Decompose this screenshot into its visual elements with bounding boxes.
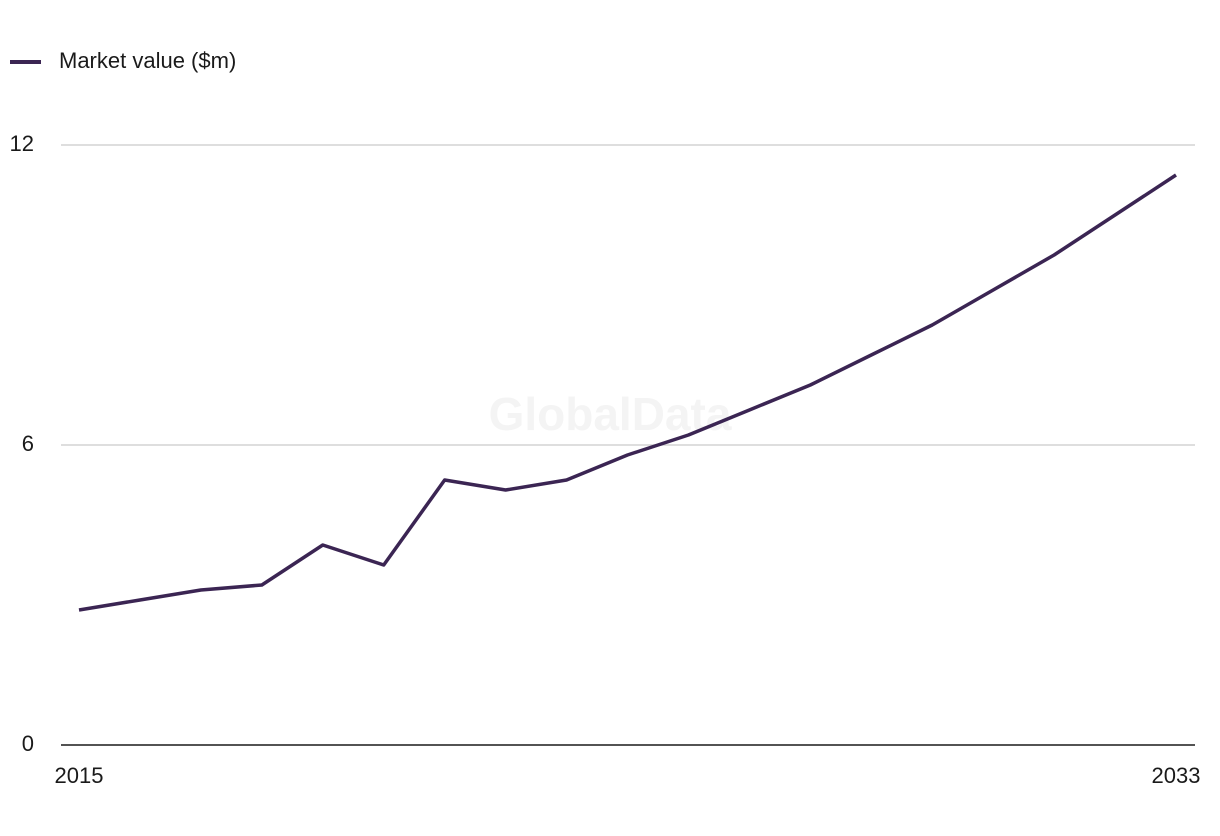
x-tick-label: 2033	[1152, 763, 1201, 788]
y-tick-label: 0	[22, 731, 34, 756]
legend-label: Market value ($m)	[59, 48, 236, 73]
y-tick-label: 6	[22, 431, 34, 456]
watermark: GlobalData	[489, 388, 732, 440]
series-line	[78, 173, 1177, 612]
x-tick-label: 2015	[55, 763, 104, 788]
y-tick-label: 12	[10, 131, 34, 156]
